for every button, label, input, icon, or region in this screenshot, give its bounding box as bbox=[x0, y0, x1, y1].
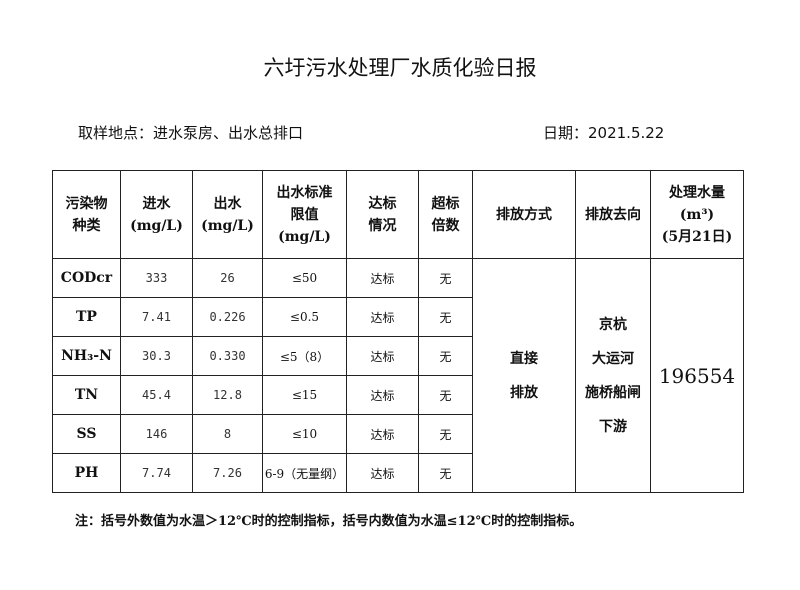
outflow-value: 0.226 bbox=[192, 297, 263, 337]
pollutant-name: TP bbox=[52, 297, 121, 337]
pollutant-name: NH₃-N bbox=[52, 336, 121, 376]
col-status: 达标 情况 bbox=[346, 170, 419, 259]
status-value: 达标 bbox=[346, 336, 419, 376]
excess-value: 无 bbox=[418, 375, 473, 415]
col-limit: 出水标准 限值 (mg/L) bbox=[262, 170, 347, 259]
table-row: PH 7.74 7.26 6-9（无量纲） 达标无 bbox=[52, 453, 744, 493]
inflow-value: 30.3 bbox=[120, 336, 193, 376]
limit-value: ≤15 bbox=[262, 375, 347, 415]
excess-value: 无 bbox=[418, 297, 473, 337]
inflow-value: 7.74 bbox=[120, 453, 193, 493]
status-value: 达标 bbox=[346, 453, 419, 493]
pollutant-name: TN bbox=[52, 375, 121, 415]
discharge-direction: 京杭 大运河 施桥船闸 下游 bbox=[575, 258, 651, 493]
excess-value: 无 bbox=[418, 336, 473, 376]
outflow-value: 12.8 bbox=[192, 375, 263, 415]
outflow-value: 7.26 bbox=[192, 453, 263, 493]
excess-value: 无 bbox=[418, 414, 473, 454]
status-value: 达标 bbox=[346, 297, 419, 337]
sampling-location: 取样地点：进水泵房、出水总排口 bbox=[78, 124, 304, 142]
report-date: 日期：2021.5.22 bbox=[543, 124, 665, 142]
discharge-method: 直接 排放 bbox=[472, 258, 576, 493]
table-row: TN 45.4 12.8 ≤15 达标无 bbox=[52, 375, 744, 415]
excess-value: 无 bbox=[418, 258, 473, 298]
col-volume: 处理水量 (m³) (5月21日) bbox=[650, 170, 744, 259]
inflow-value: 146 bbox=[120, 414, 193, 454]
col-outflow: 出水 (mg/L) bbox=[192, 170, 263, 259]
limit-value: ≤50 bbox=[262, 258, 347, 298]
pollutant-name: SS bbox=[52, 414, 121, 454]
limit-value: ≤5（8） bbox=[262, 336, 347, 376]
table-row: SS 146 8 ≤10 达标无 bbox=[52, 414, 744, 454]
excess-value: 无 bbox=[418, 453, 473, 493]
inflow-value: 333 bbox=[120, 258, 193, 298]
status-value: 达标 bbox=[346, 414, 419, 454]
header-row: 污染物 种类 进水 (mg/L) 出水 (mg/L) 出水标准 限值 (mg/L… bbox=[52, 170, 744, 259]
page-title: 六圩污水处理厂水质化验日报 bbox=[263, 56, 537, 80]
pollutant-name: PH bbox=[52, 453, 121, 493]
treated-volume: 196554 bbox=[650, 258, 744, 493]
col-inflow: 进水 (mg/L) bbox=[120, 170, 193, 259]
limit-value: ≤0.5 bbox=[262, 297, 347, 337]
col-excess: 超标 倍数 bbox=[418, 170, 473, 259]
table-row: NH₃-N 30.3 0.330 ≤5（8） 达标无 bbox=[52, 336, 744, 376]
limit-value: 6-9（无量纲） bbox=[262, 453, 347, 493]
col-type: 污染物 种类 bbox=[52, 170, 121, 259]
outflow-value: 0.330 bbox=[192, 336, 263, 376]
inflow-value: 7.41 bbox=[120, 297, 193, 337]
table-row: TP 7.41 0.226 ≤0.5 达标无 bbox=[52, 297, 744, 337]
status-value: 达标 bbox=[346, 258, 419, 298]
inflow-value: 45.4 bbox=[120, 375, 193, 415]
col-direction: 排放去向 bbox=[575, 170, 651, 259]
pollutant-name: CODcr bbox=[52, 258, 121, 298]
outflow-value: 26 bbox=[192, 258, 263, 298]
table-row: CODcr 333 26 ≤50 达标无直接 排放 京杭 大运河 施桥船闸 下游 19655… bbox=[52, 258, 744, 493]
outflow-value: 8 bbox=[192, 414, 263, 454]
col-method: 排放方式 bbox=[472, 170, 576, 259]
status-value: 达标 bbox=[346, 375, 419, 415]
footnote: 注：括号外数值为水温＞12℃时的控制指标，括号内数值为水温≤12℃时的控制指标。 bbox=[75, 514, 583, 529]
limit-value: ≤10 bbox=[262, 414, 347, 454]
water-quality-table: 污染物 种类 进水 (mg/L) 出水 (mg/L) 出水标准 限值 (mg/L… bbox=[52, 170, 744, 493]
